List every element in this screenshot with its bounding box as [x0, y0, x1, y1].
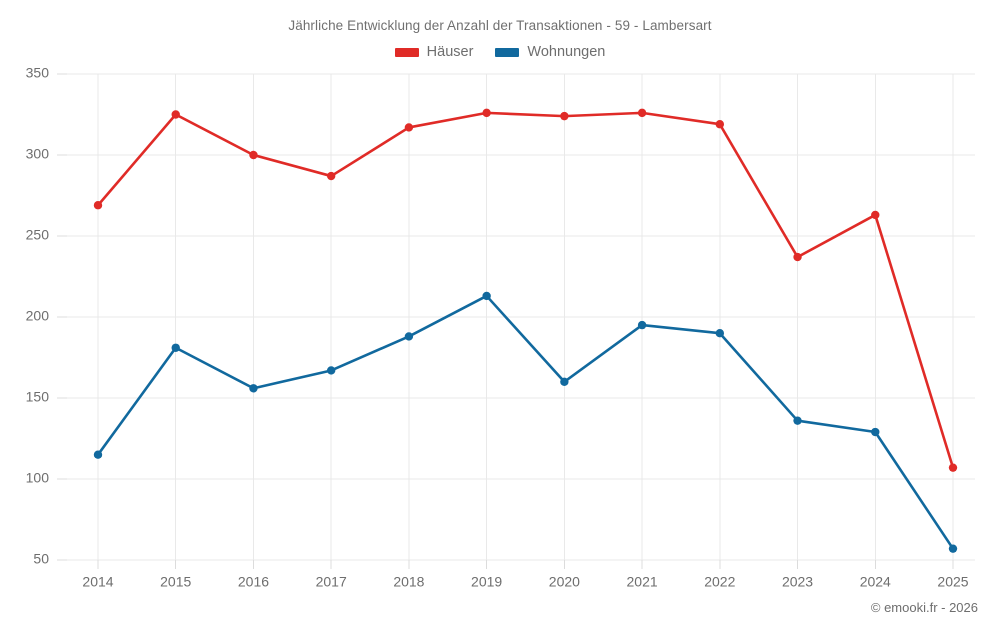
- data-point[interactable]: [715, 329, 725, 338]
- legend-item-hauser[interactable]: Häuser: [394, 44, 474, 60]
- y-axis-tick-label: 300: [26, 146, 50, 162]
- data-point[interactable]: [93, 450, 103, 459]
- data-point[interactable]: [249, 384, 258, 393]
- x-axis-tick-label: 2024: [860, 573, 891, 589]
- legend-label-wohnungen: Wohnungen: [527, 44, 606, 60]
- x-axis-tick-label: 2019: [471, 573, 502, 589]
- data-point[interactable]: [93, 201, 103, 210]
- x-axis-tick-label: 2018: [393, 573, 424, 589]
- chart-title: Jährliche Entwicklung der Anzahl der Tra…: [288, 18, 712, 33]
- data-point[interactable]: [249, 150, 258, 160]
- x-axis-tick-label: 2025: [937, 573, 968, 589]
- data-point[interactable]: [715, 120, 725, 129]
- data-point[interactable]: [793, 416, 802, 425]
- data-point[interactable]: [326, 366, 336, 375]
- legend-item-wohnungen[interactable]: Wohnungen: [495, 44, 605, 60]
- data-point[interactable]: [326, 171, 336, 181]
- chart-footer-credit: © emooki.fr - 2026: [870, 600, 978, 615]
- x-axis-tick-label: 2020: [549, 573, 580, 589]
- data-point[interactable]: [560, 377, 569, 386]
- y-axis-tick-label: 250: [26, 227, 50, 243]
- data-point[interactable]: [871, 210, 880, 220]
- x-axis-tick-label: 2017: [316, 573, 347, 589]
- x-axis-tick-label: 2021: [627, 573, 658, 589]
- y-axis-tick-label: 350: [26, 65, 50, 81]
- legend-label-hauser: Häuser: [426, 44, 474, 60]
- series-line-1: [96, 111, 955, 469]
- data-point[interactable]: [171, 110, 180, 119]
- legend-swatch-hauser: [394, 47, 419, 57]
- data-point[interactable]: [560, 111, 569, 121]
- x-axis-tick-label: 2016: [238, 573, 269, 589]
- legend-swatch-wohnungen: [495, 47, 520, 57]
- data-point[interactable]: [482, 291, 491, 301]
- x-axis-tick-label: 2015: [160, 573, 191, 589]
- y-axis-tick-label: 100: [26, 470, 50, 486]
- x-axis-tick-label: 2022: [704, 573, 735, 589]
- chart-legend: Häuser Wohnungen: [0, 44, 1000, 60]
- y-axis-tick-label: 150: [26, 389, 50, 405]
- x-axis-tick-label: 2014: [82, 573, 113, 589]
- data-point[interactable]: [404, 123, 414, 132]
- data-point[interactable]: [948, 463, 958, 472]
- series-line-2: [96, 294, 955, 550]
- data-point[interactable]: [404, 332, 414, 341]
- data-point[interactable]: [637, 108, 647, 118]
- data-point[interactable]: [948, 544, 958, 553]
- data-point[interactable]: [871, 427, 880, 437]
- data-point[interactable]: [171, 343, 180, 352]
- x-axis-tick-label: 2023: [782, 573, 813, 589]
- y-axis-tick-label: 50: [33, 551, 49, 567]
- y-axis-tick-label: 200: [26, 308, 50, 324]
- data-point[interactable]: [637, 320, 647, 330]
- data-point[interactable]: [793, 252, 802, 262]
- data-point[interactable]: [482, 108, 491, 118]
